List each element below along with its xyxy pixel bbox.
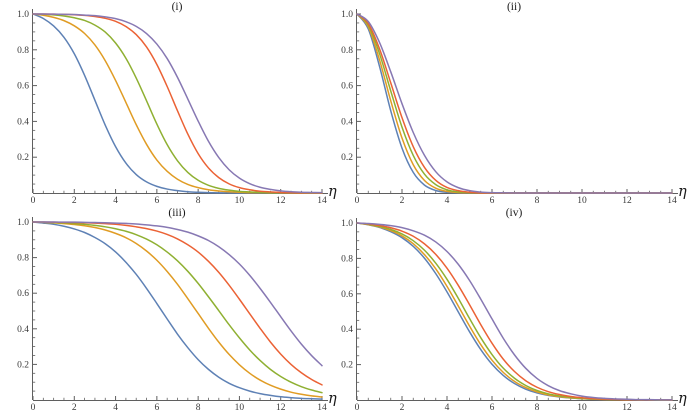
x-tick-label: 0 — [31, 196, 36, 206]
y-tick-label: 0.2 — [341, 361, 353, 371]
panel-iii: 0 2 4 6 8 10 12 14 0.2 0.4 0.6 0.8 1.0 — [17, 217, 328, 413]
x-tick-label: 12 — [276, 403, 286, 413]
x-tick-label: 6 — [490, 403, 495, 413]
x-tick-label: 10 — [235, 196, 245, 206]
curve-blue — [356, 222, 673, 401]
x-tick-label: 12 — [276, 196, 286, 206]
curve-purple — [356, 222, 673, 401]
x-tick-label: 8 — [196, 403, 201, 413]
curve-purple — [32, 221, 323, 367]
panel-iv-title: (iv) — [505, 207, 523, 219]
x-tick-label: 8 — [196, 196, 201, 206]
curve-purple — [32, 13, 323, 194]
y-tick-label: 1.0 — [341, 219, 353, 229]
x-tick-label: 2 — [72, 196, 77, 206]
panel-iii-xaxis-label: η — [328, 391, 337, 407]
x-tick-label: 6 — [154, 403, 159, 413]
panel-iii-title: (iii) — [168, 207, 186, 219]
panel-iv: 0 2 4 6 8 10 12 14 0.2 0.4 0.6 0.8 1.0 — [341, 218, 678, 413]
y-tick-label: 0.6 — [17, 82, 29, 92]
x-tick-label: 6 — [490, 196, 495, 206]
curve-green — [356, 222, 673, 401]
curve-orange — [32, 13, 323, 194]
y-tick-label: 0.4 — [341, 117, 353, 127]
curve-orange — [356, 222, 673, 401]
curve-red — [356, 222, 673, 401]
x-tick-label: 0 — [31, 403, 36, 413]
y-tick-label: 0.2 — [17, 153, 29, 163]
panel-i-title: (i) — [171, 1, 183, 13]
panel-iv-xaxis-label: η — [678, 391, 687, 407]
x-tick-label: 4 — [445, 403, 450, 413]
x-tick-label: 6 — [154, 196, 159, 206]
y-tick-label: 0.2 — [17, 360, 29, 370]
panel-ii: 0 2 4 6 8 10 12 14 0.2 0.4 0.6 0.8 1.0 — [341, 9, 678, 206]
y-tick-label: 0.8 — [17, 46, 29, 56]
x-tick-label: 4 — [113, 196, 118, 206]
curve-green — [32, 13, 323, 194]
curve-green — [356, 13, 673, 194]
y-tick-label: 0.4 — [341, 325, 353, 335]
y-tick-label: 0.8 — [341, 254, 353, 264]
y-tick-label: 0.8 — [341, 46, 353, 56]
y-tick-label: 0.6 — [341, 290, 353, 300]
x-tick-label: 14 — [667, 403, 677, 413]
y-tick-label: 0.4 — [17, 117, 29, 127]
x-tick-label: 0 — [355, 196, 360, 206]
curve-orange — [32, 221, 323, 398]
y-tick-label: 0.2 — [341, 153, 353, 163]
x-tick-label: 8 — [535, 196, 540, 206]
curve-red — [356, 13, 673, 194]
x-tick-label: 12 — [622, 403, 632, 413]
y-tick-label: 1.0 — [17, 10, 29, 20]
panel-i: 0 2 4 6 8 10 12 14 0.2 0.4 0.6 0.8 1.0 — [17, 9, 328, 206]
curve-orange — [356, 13, 673, 194]
y-tick-label: 0.6 — [17, 289, 29, 299]
y-tick-label: 1.0 — [17, 218, 29, 228]
x-tick-label: 2 — [400, 403, 405, 413]
x-tick-label: 0 — [355, 403, 360, 413]
x-tick-label: 14 — [667, 196, 677, 206]
curve-purple — [356, 13, 673, 194]
curve-red — [32, 221, 323, 386]
x-tick-label: 12 — [622, 196, 632, 206]
x-tick-label: 10 — [577, 403, 587, 413]
x-tick-label: 2 — [400, 196, 405, 206]
curve-blue — [32, 13, 323, 194]
x-tick-label: 2 — [72, 403, 77, 413]
x-tick-label: 4 — [113, 403, 118, 413]
curve-blue — [356, 13, 673, 194]
x-tick-label: 14 — [317, 196, 327, 206]
y-tick-label: 0.6 — [341, 82, 353, 92]
x-tick-label: 8 — [535, 403, 540, 413]
x-tick-label: 10 — [577, 196, 587, 206]
panel-ii-xaxis-label: η — [678, 184, 687, 200]
y-tick-label: 1.0 — [341, 10, 353, 20]
x-tick-label: 4 — [445, 196, 450, 206]
y-tick-label: 0.8 — [17, 254, 29, 264]
curve-blue — [32, 221, 323, 400]
curve-green — [32, 221, 323, 394]
x-tick-label: 14 — [317, 403, 327, 413]
curve-red — [32, 13, 323, 194]
x-tick-label: 10 — [235, 403, 245, 413]
panel-i-xaxis-label: η — [328, 184, 337, 200]
panel-ii-title: (ii) — [506, 1, 522, 13]
y-tick-label: 0.4 — [17, 325, 29, 335]
